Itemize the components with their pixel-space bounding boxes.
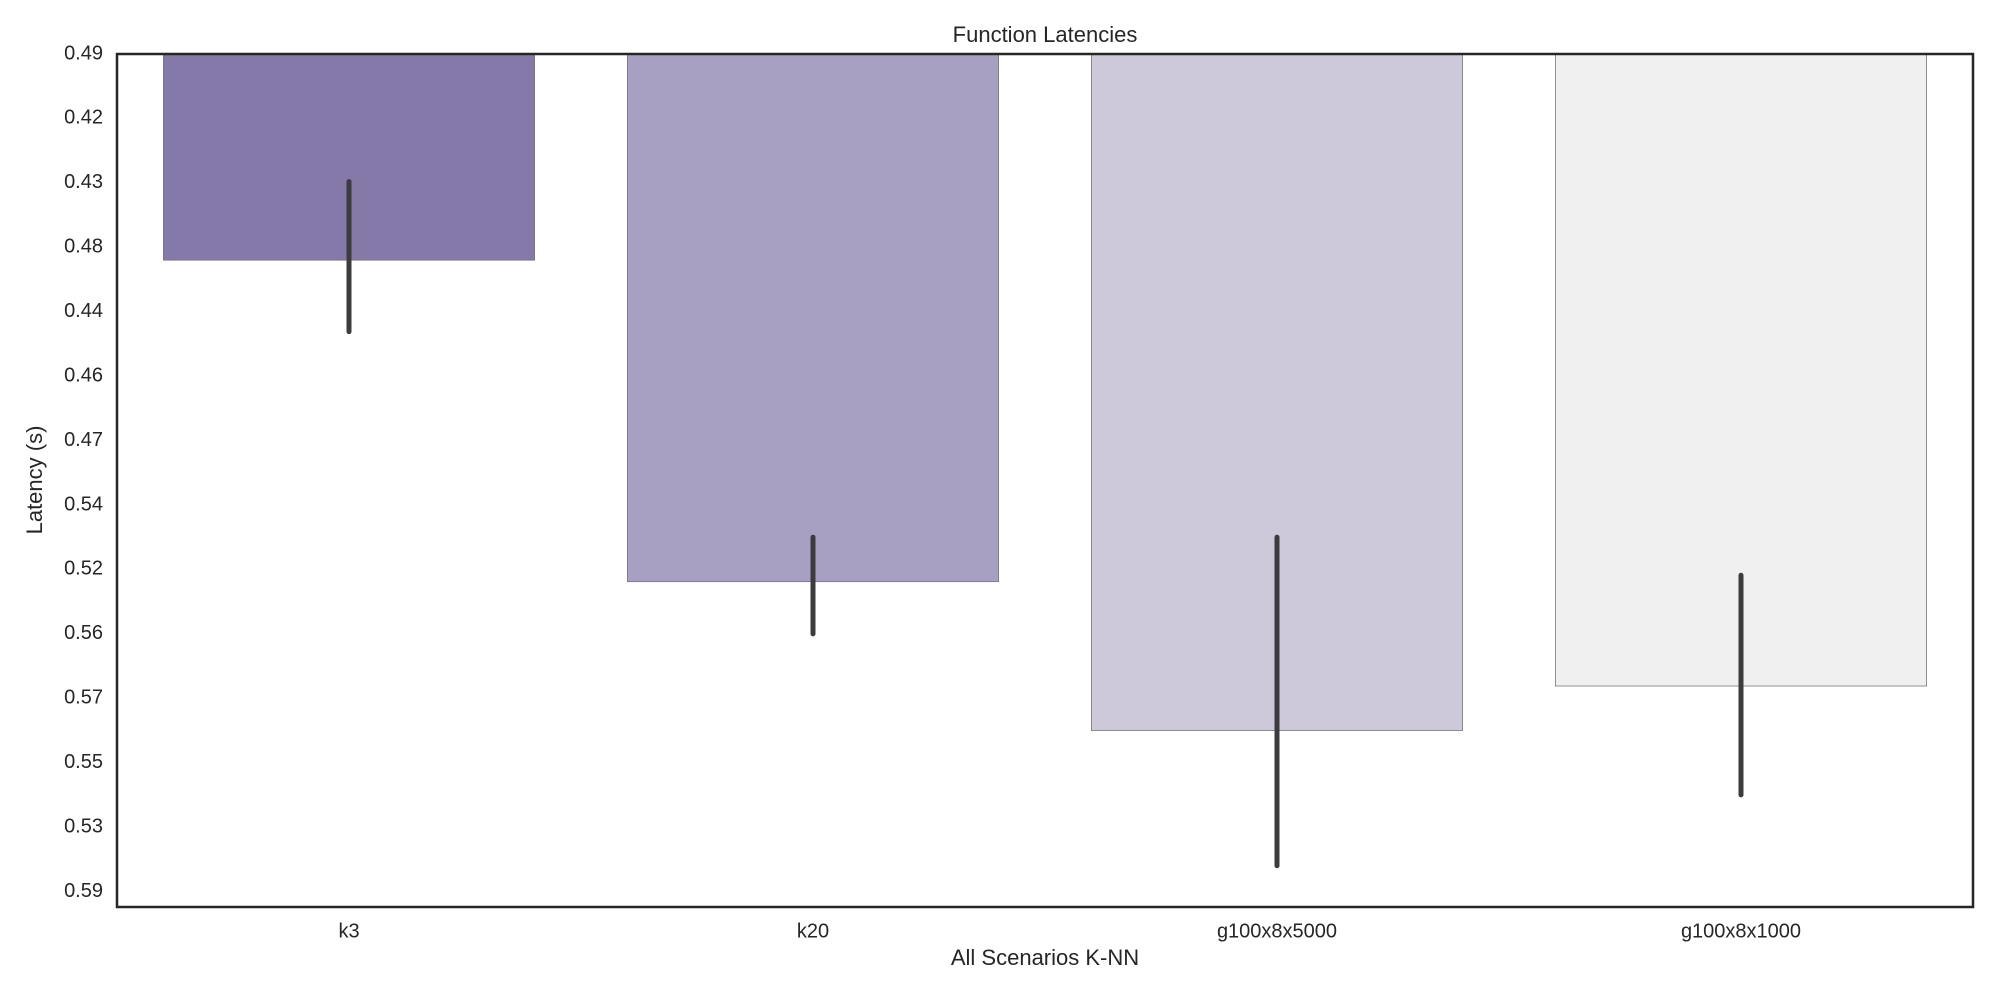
bar <box>627 53 1000 583</box>
y-tick-label: 0.54 <box>64 493 103 515</box>
x-tick-label: g100x8x1000 <box>1681 920 1801 942</box>
y-tick-label: 0.59 <box>64 880 103 902</box>
y-tick-label: 0.44 <box>64 300 103 322</box>
y-tick-label: 0.49 <box>64 42 103 64</box>
y-tick-label: 0.43 <box>64 171 103 193</box>
y-tick-label: 0.56 <box>64 622 103 644</box>
y-tick-label: 0.52 <box>64 558 103 580</box>
chart-title: Function Latencies <box>953 22 1138 47</box>
y-axis-label: Latency (s) <box>22 426 47 535</box>
x-tick-label: k3 <box>338 920 359 942</box>
y-tick-label: 0.48 <box>64 236 103 258</box>
y-tick-label: 0.47 <box>64 429 103 451</box>
y-tick-label: 0.46 <box>64 364 103 386</box>
plot-frame <box>115 52 1975 909</box>
y-tick-label: 0.42 <box>64 107 103 129</box>
x-tick-label: g100x8x5000 <box>1217 920 1337 942</box>
y-tick-label: 0.53 <box>64 815 103 837</box>
x-axis-label: All Scenarios K-NN <box>951 945 1139 970</box>
y-tick-label: 0.57 <box>64 687 103 709</box>
y-tick-label: 0.55 <box>64 751 103 773</box>
x-tick-label: k20 <box>797 920 829 942</box>
